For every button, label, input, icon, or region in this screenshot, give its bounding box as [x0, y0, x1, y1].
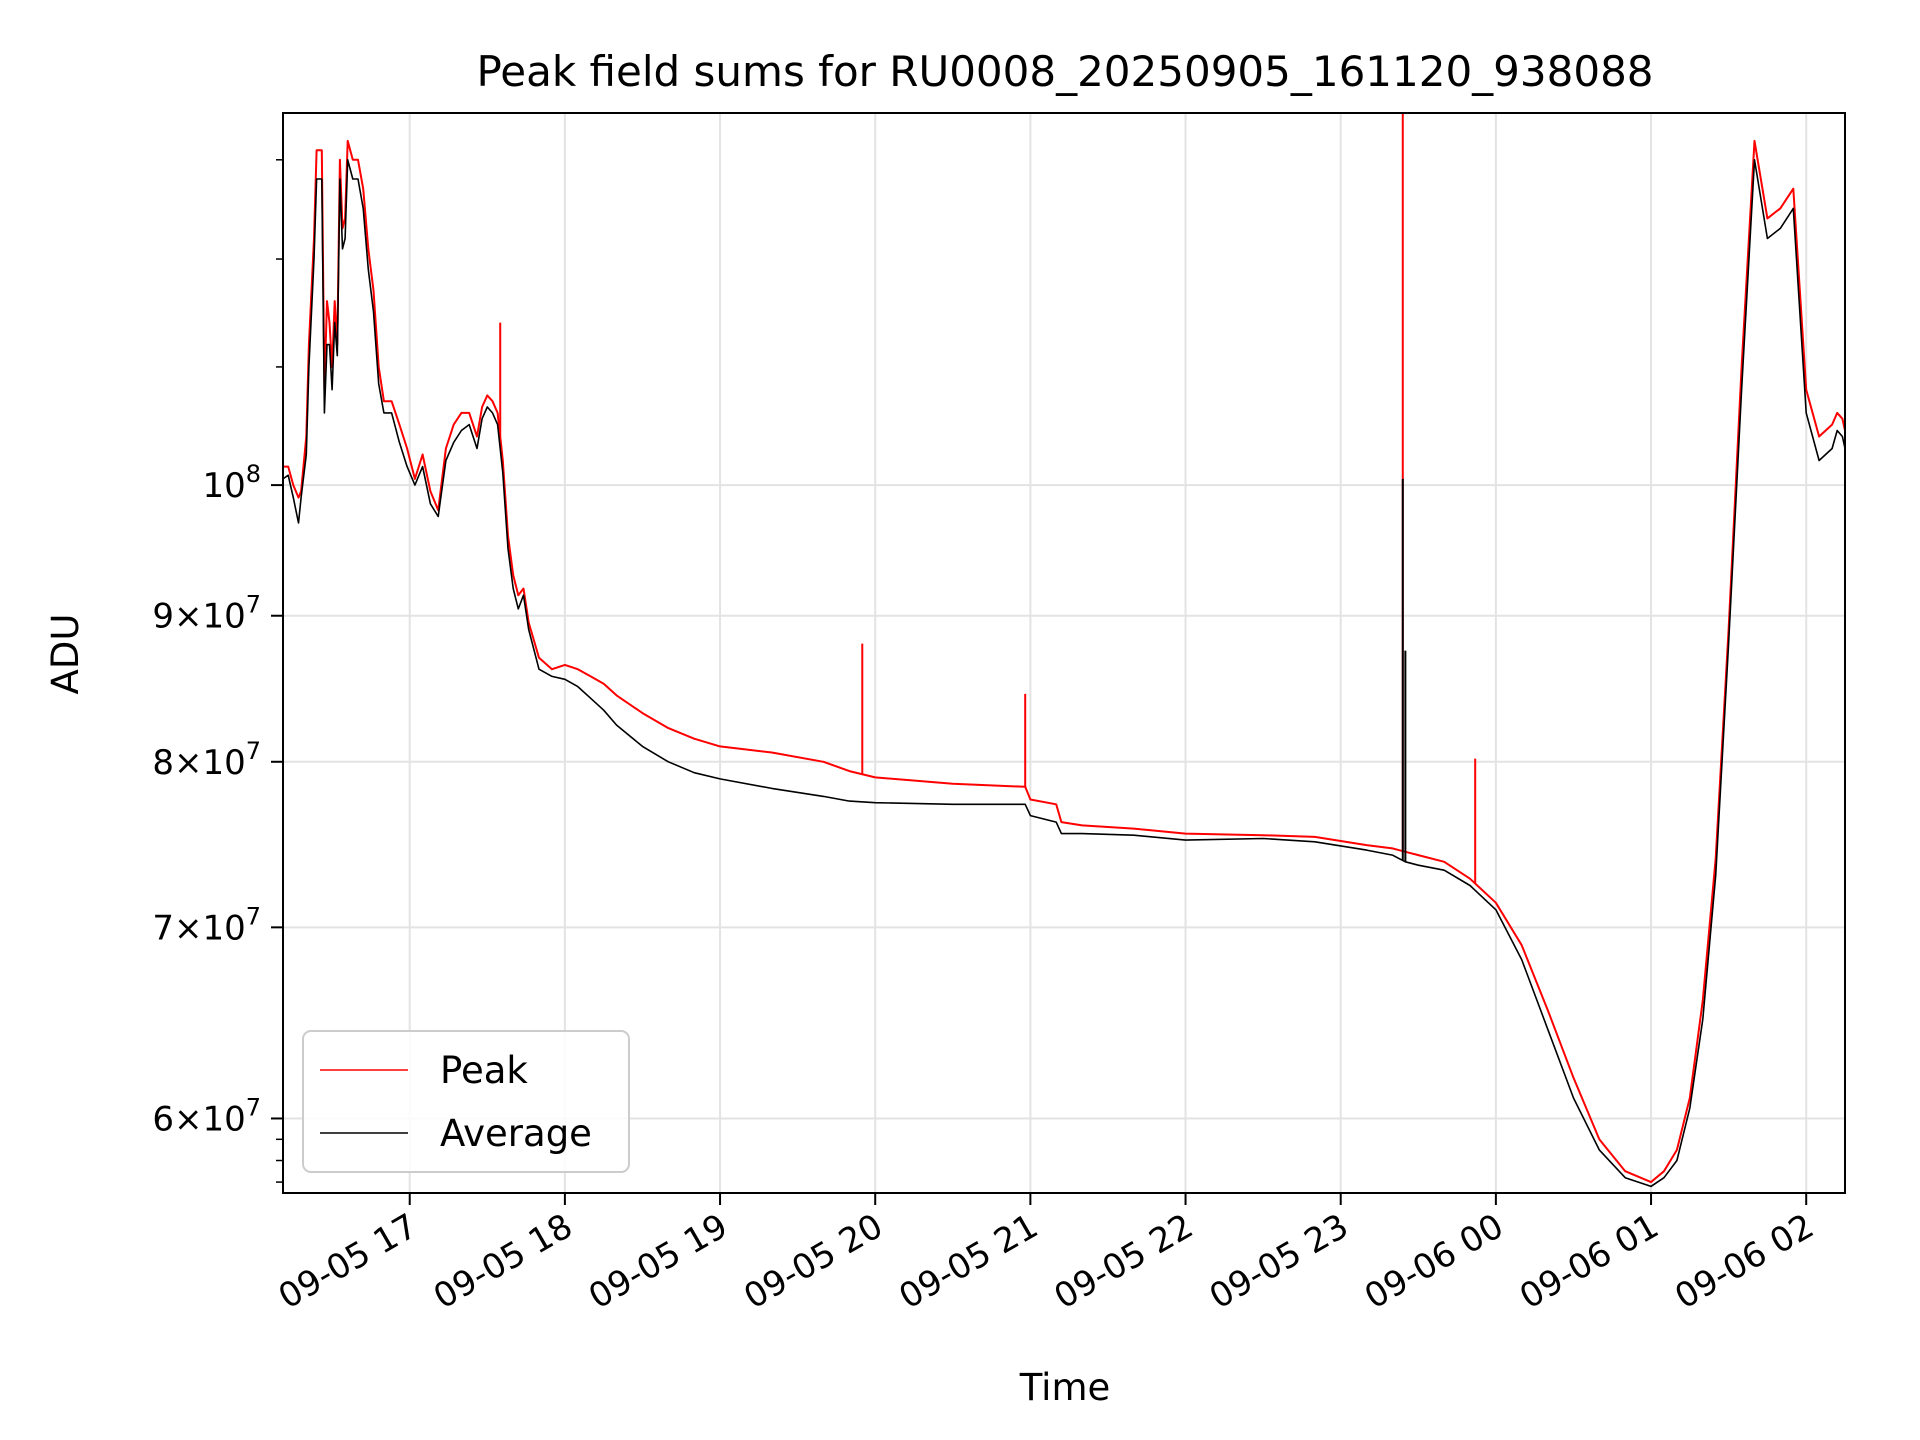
grid [283, 113, 1845, 1193]
chart-title: Peak field sums for RU0008_20250905_1611… [476, 47, 1653, 96]
plot-frame [282, 112, 1846, 1194]
legend-average-label: Average [440, 1112, 592, 1155]
x-axis-label: Time [1019, 1366, 1111, 1409]
y-tick-label: 9×107 [152, 591, 261, 637]
legend-box [302, 1030, 630, 1173]
y-tick-label: 108 [202, 460, 261, 506]
y-tick-label: 7×107 [152, 902, 261, 948]
series-line-peak [283, 139, 1846, 1184]
y-tick-label: 6×107 [152, 1093, 261, 1139]
plot-lines [282, 113, 1846, 1188]
y-tick-label: 8×107 [152, 737, 261, 783]
y-axis-ticks: 6×107 7×107 8×107 9×107 108 [152, 159, 283, 1183]
legend-peak-label: Peak [440, 1049, 528, 1092]
y-axis-label: ADU [44, 614, 87, 695]
series-line-average [282, 159, 1846, 1188]
legend: Peak Average [302, 1030, 630, 1173]
